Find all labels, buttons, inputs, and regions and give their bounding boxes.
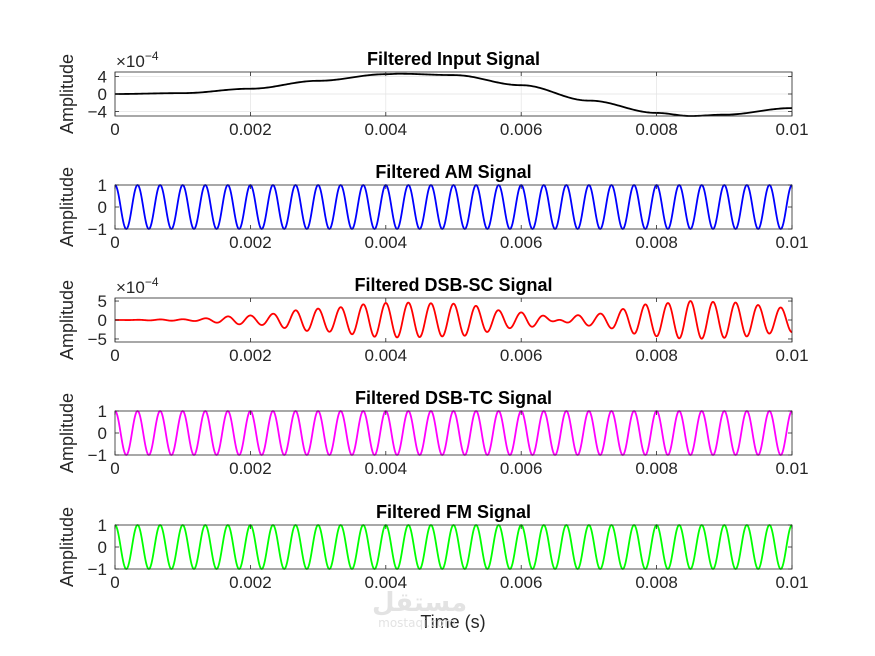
x-tick-label: 0.006 bbox=[500, 346, 543, 365]
x-tick-label: 0.01 bbox=[775, 120, 808, 139]
x-tick-label: 0.002 bbox=[229, 573, 272, 592]
y-tick-label: 1 bbox=[98, 176, 107, 195]
axes-background bbox=[115, 525, 792, 569]
x-tick-label: 0.004 bbox=[365, 120, 408, 139]
series-line bbox=[115, 72, 793, 117]
x-tick-label: 0.002 bbox=[229, 233, 272, 252]
x-tick-label: 0.01 bbox=[775, 459, 808, 478]
y-tick-label: 0 bbox=[98, 198, 107, 217]
y-axis-label: Amplitude bbox=[57, 54, 77, 134]
series-line bbox=[114, 300, 793, 340]
y-tick-label: −5 bbox=[88, 330, 107, 349]
x-tick-label: 0.008 bbox=[635, 233, 678, 252]
subplot-title: Filtered AM Signal bbox=[375, 162, 531, 182]
y-tick-label: 1 bbox=[98, 402, 107, 421]
x-tick-label: 0 bbox=[110, 459, 119, 478]
y-tick-label: 0 bbox=[98, 424, 107, 443]
axes-background bbox=[115, 411, 792, 455]
x-tick-label: 0.006 bbox=[500, 459, 543, 478]
subplot-1: 0 0.002 0.004 0.006 0.008 0.01−404×10−4 Filter… bbox=[57, 49, 809, 139]
y-tick-label: −1 bbox=[88, 220, 107, 239]
y-tick-label: 0 bbox=[98, 538, 107, 557]
x-tick-label: 0 bbox=[110, 120, 119, 139]
x-tick-label: 0.01 bbox=[775, 233, 808, 252]
subplot-title: Filtered DSB-SC Signal bbox=[354, 275, 552, 295]
y-tick-label: −1 bbox=[88, 446, 107, 465]
y-exponent: ×10−4 bbox=[116, 49, 159, 71]
x-tick-label: 0.01 bbox=[775, 573, 808, 592]
x-tick-label: 0 bbox=[110, 346, 119, 365]
axes-background bbox=[115, 298, 792, 342]
subplot-title: Filtered FM Signal bbox=[376, 502, 531, 522]
x-tick-label: 0 bbox=[110, 573, 119, 592]
y-tick-label: 0 bbox=[98, 85, 107, 104]
x-tick-label: 0.008 bbox=[635, 120, 678, 139]
y-axis-label: Amplitude bbox=[57, 507, 77, 587]
subplot-3: 0 0.002 0.004 0.006 0.008 0.01−505×10−4 Filter… bbox=[57, 275, 809, 365]
x-tick-label: 0.01 bbox=[775, 346, 808, 365]
y-tick-label: −4 bbox=[88, 103, 107, 122]
y-tick-label: 0 bbox=[98, 311, 107, 330]
x-tick-label: 0.002 bbox=[229, 459, 272, 478]
x-tick-label: 0.004 bbox=[365, 233, 408, 252]
x-tick-label: 0.004 bbox=[365, 573, 408, 592]
x-tick-label: 0.002 bbox=[229, 120, 272, 139]
x-tick-label: 0.006 bbox=[500, 233, 543, 252]
y-tick-label: 4 bbox=[98, 67, 107, 86]
y-exponent: ×10−4 bbox=[116, 275, 159, 297]
y-tick-label: −1 bbox=[88, 560, 107, 579]
x-axis-label: Time (s) bbox=[420, 612, 485, 632]
y-tick-label: 1 bbox=[98, 516, 107, 535]
subplot-title: Filtered Input Signal bbox=[367, 49, 540, 69]
x-tick-label: 0.004 bbox=[365, 459, 408, 478]
axes-background bbox=[115, 185, 792, 229]
x-tick-label: 0.006 bbox=[500, 573, 543, 592]
x-tick-label: 0.006 bbox=[500, 120, 543, 139]
y-axis-label: Amplitude bbox=[57, 167, 77, 247]
x-tick-label: 0.008 bbox=[635, 459, 678, 478]
y-axis-label: Amplitude bbox=[57, 393, 77, 473]
x-tick-label: 0 bbox=[110, 233, 119, 252]
x-tick-label: 0.002 bbox=[229, 346, 272, 365]
subplot-title: Filtered DSB-TC Signal bbox=[355, 388, 552, 408]
y-axis-label: Amplitude bbox=[57, 280, 77, 360]
x-tick-label: 0.004 bbox=[365, 346, 408, 365]
x-tick-label: 0.008 bbox=[635, 573, 678, 592]
x-tick-label: 0.008 bbox=[635, 346, 678, 365]
y-tick-label: 5 bbox=[98, 292, 107, 311]
